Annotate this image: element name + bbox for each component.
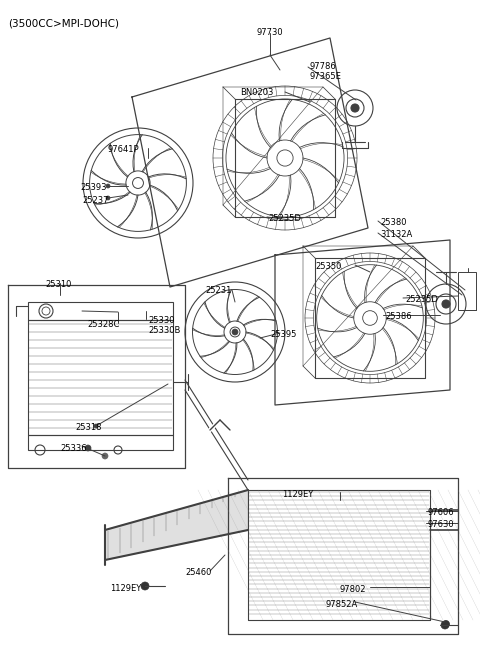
Text: 25310: 25310 <box>45 280 72 289</box>
Text: 25330: 25330 <box>148 316 175 325</box>
Circle shape <box>85 445 91 451</box>
Text: 31132A: 31132A <box>380 230 412 239</box>
Bar <box>28 320 173 435</box>
Text: 25395: 25395 <box>270 330 296 339</box>
Circle shape <box>441 621 449 629</box>
Text: 25336: 25336 <box>60 444 86 453</box>
Bar <box>458 272 476 310</box>
Text: 25393: 25393 <box>80 183 107 192</box>
Circle shape <box>351 104 359 112</box>
Circle shape <box>106 184 110 188</box>
Text: 97606: 97606 <box>428 508 455 517</box>
Circle shape <box>94 424 98 428</box>
Text: 1129EY: 1129EY <box>110 584 141 593</box>
Text: 1129EY: 1129EY <box>282 490 313 499</box>
Text: 97786: 97786 <box>310 62 337 71</box>
Circle shape <box>442 300 450 308</box>
Text: 25386: 25386 <box>385 312 412 321</box>
Text: 25237: 25237 <box>82 196 108 205</box>
Circle shape <box>141 582 149 590</box>
Text: 25235D: 25235D <box>405 295 438 304</box>
Text: 25328C: 25328C <box>87 320 120 329</box>
Bar <box>28 435 173 450</box>
Text: 97630: 97630 <box>428 520 455 529</box>
Text: 25460: 25460 <box>185 568 211 577</box>
Text: 25330B: 25330B <box>148 326 180 335</box>
Text: 25318: 25318 <box>75 423 101 432</box>
Text: 25231: 25231 <box>205 286 231 295</box>
Text: 97802: 97802 <box>340 585 367 594</box>
Text: (3500CC>MPI-DOHC): (3500CC>MPI-DOHC) <box>8 18 119 28</box>
Text: 97641P: 97641P <box>108 145 140 154</box>
Text: BN0203: BN0203 <box>240 88 274 97</box>
Circle shape <box>232 329 238 335</box>
Text: 97730: 97730 <box>257 28 283 37</box>
Circle shape <box>102 453 108 459</box>
Text: 97852A: 97852A <box>325 600 357 609</box>
Text: 25350: 25350 <box>315 262 341 271</box>
Text: 97365E: 97365E <box>310 72 342 81</box>
Circle shape <box>106 196 110 200</box>
Polygon shape <box>105 490 248 560</box>
Circle shape <box>443 621 449 627</box>
Text: 25235D: 25235D <box>268 214 301 223</box>
Text: 25380: 25380 <box>380 218 407 227</box>
Bar <box>28 302 173 320</box>
